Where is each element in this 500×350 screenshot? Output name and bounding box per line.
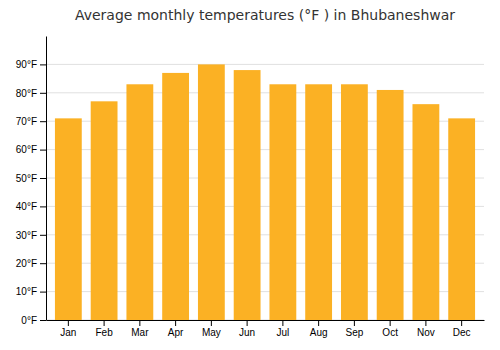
x-tick-label: Jan <box>60 327 76 338</box>
x-tick-mark <box>282 320 283 326</box>
x-tick-label: May <box>202 327 221 338</box>
x-tick-label: Mar <box>131 327 149 338</box>
bar <box>91 101 118 320</box>
x-tick: Feb <box>95 320 113 338</box>
grid-line <box>46 92 484 93</box>
grid-line <box>46 64 484 65</box>
x-tick: Dec <box>453 320 471 338</box>
x-tick: May <box>202 320 221 338</box>
x-tick-label: Nov <box>417 327 435 338</box>
y-tick: 90°F <box>16 59 46 70</box>
x-tick-label: Aug <box>310 327 328 338</box>
x-tick: Jan <box>60 320 76 338</box>
x-tick-mark <box>390 320 391 326</box>
y-tick-mark <box>40 235 46 236</box>
x-tick: Sep <box>345 320 363 338</box>
y-tick-label: 70°F <box>16 116 37 127</box>
y-tick-mark <box>40 263 46 264</box>
bar <box>448 118 475 320</box>
x-tick-mark <box>318 320 319 326</box>
x-tick: Jun <box>239 320 255 338</box>
y-tick-mark <box>40 320 46 321</box>
bar <box>55 118 82 320</box>
y-tick-label: 90°F <box>16 59 37 70</box>
x-tick-mark <box>247 320 248 326</box>
y-tick: 40°F <box>16 201 46 212</box>
x-tick-label: Jul <box>276 327 289 338</box>
y-tick-mark <box>40 150 46 151</box>
bar <box>234 70 261 320</box>
y-tick: 60°F <box>16 144 46 155</box>
x-tick-mark <box>211 320 212 326</box>
y-tick-mark <box>40 292 46 293</box>
y-tick-label: 50°F <box>16 173 37 184</box>
y-tick-mark <box>40 178 46 179</box>
y-tick: 10°F <box>16 286 46 297</box>
x-tick-mark <box>175 320 176 326</box>
bar <box>412 104 439 320</box>
plot: 0°F 10°F 20°F 30°F 40°F 50°F 60°F 70°F 80°F 90°F J… <box>16 37 485 339</box>
y-tick-label: 10°F <box>16 286 37 297</box>
y-tick: 70°F <box>16 116 46 127</box>
x-tick-label: Sep <box>345 327 363 338</box>
bar <box>341 84 368 320</box>
y-tick-mark <box>40 93 46 94</box>
x-tick: Jul <box>276 320 289 338</box>
y-tick-label: 0°F <box>21 315 37 326</box>
bars <box>55 64 475 320</box>
x-axis: Jan Feb Mar Apr May Jun Jul Aug Sep Oct Nov Dec <box>47 320 485 338</box>
y-tick-mark <box>40 121 46 122</box>
x-tick-label: Dec <box>453 327 471 338</box>
x-tick-label: Feb <box>95 327 113 338</box>
y-tick: 20°F <box>16 258 46 269</box>
x-tick-mark <box>139 320 140 326</box>
y-tick-label: 80°F <box>16 88 37 99</box>
x-axis-line <box>47 320 485 321</box>
y-tick-label: 40°F <box>16 201 37 212</box>
y-tick-mark <box>40 206 46 207</box>
x-tick: Oct <box>382 320 398 338</box>
x-tick-mark <box>425 320 426 326</box>
y-axis: 0°F 10°F 20°F 30°F 40°F 50°F 60°F 70°F 80°F 90°F <box>16 37 47 326</box>
bar <box>162 73 189 320</box>
y-tick-label: 20°F <box>16 258 37 269</box>
bar <box>269 84 296 320</box>
y-tick: 30°F <box>16 230 46 241</box>
x-tick-mark <box>104 320 105 326</box>
y-tick-mark <box>40 64 46 65</box>
x-tick-mark <box>461 320 462 326</box>
y-tick-label: 30°F <box>16 230 37 241</box>
y-tick-label: 60°F <box>16 144 37 155</box>
bar <box>377 90 404 320</box>
y-tick: 50°F <box>16 173 46 184</box>
x-tick-label: Jun <box>239 327 255 338</box>
y-axis-line <box>46 37 47 321</box>
grid <box>46 64 484 320</box>
x-tick: Aug <box>310 320 328 338</box>
y-tick: 0°F <box>21 315 46 326</box>
x-tick: Apr <box>168 320 184 338</box>
y-tick: 80°F <box>16 88 46 99</box>
bar <box>305 84 332 320</box>
x-tick-mark <box>68 320 69 326</box>
x-tick-label: Apr <box>168 327 184 338</box>
chart: 0°F 10°F 20°F 30°F 40°F 50°F 60°F 70°F 80°F 90°F J… <box>0 0 500 350</box>
bar <box>126 84 153 320</box>
title: Average monthly temperatures (°F ) in Bh… <box>75 7 455 23</box>
bar <box>198 64 225 320</box>
x-tick: Nov <box>417 320 435 338</box>
x-tick-label: Oct <box>382 327 398 338</box>
x-tick: Mar <box>131 320 149 338</box>
x-tick-mark <box>354 320 355 326</box>
